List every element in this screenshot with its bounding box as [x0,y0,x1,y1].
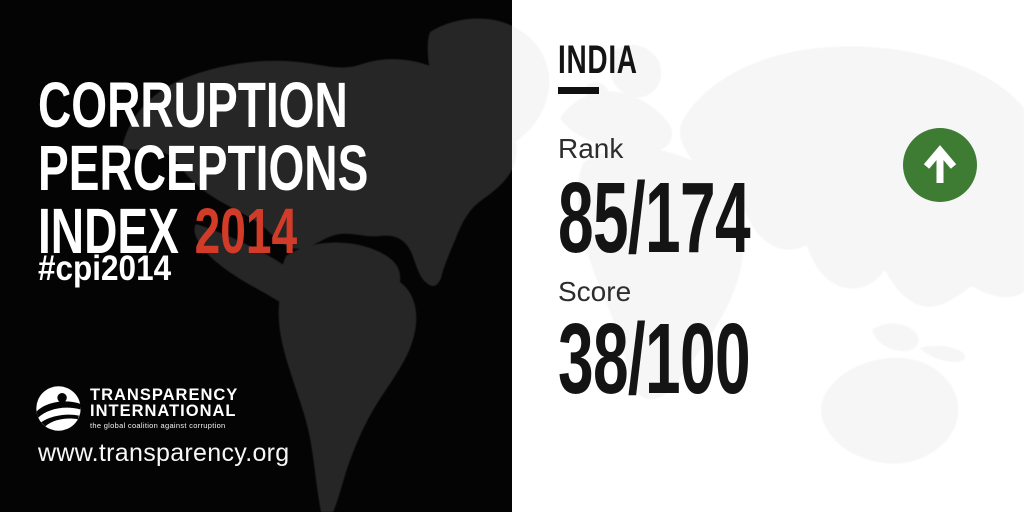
rank-value: 85/174 [558,162,751,274]
ti-globe-icon [36,386,81,431]
transparency-international-logo: TRANSPARENCY INTERNATIONAL the global co… [36,386,238,431]
website-link[interactable]: www.transparency.org [38,439,290,467]
logo-org-line2: INTERNATIONAL [90,401,237,420]
left-panel: CORRUPTION PERCEPTIONS INDEX 2014 #cpi201… [0,0,512,512]
right-panel: INDIA Rank 85/174 Score 38/100 [512,0,1024,512]
score-label: Score [558,276,632,307]
title-index-word: INDEX [38,194,179,267]
country-underline [558,87,599,94]
page-title: CORRUPTION PERCEPTIONS INDEX 2014 [38,68,497,263]
title-line-3: INDEX 2014 [38,199,497,263]
logo-tagline: the global coalition against corruption [90,421,226,430]
title-line-1: CORRUPTION [38,68,348,141]
country-name: INDIA [558,38,638,82]
rank-label: Rank [558,133,624,164]
title-line-2: PERCEPTIONS [38,131,369,204]
trend-up-badge [903,128,977,202]
title-year: 2014 [194,194,298,267]
logo-text: TRANSPARENCY INTERNATIONAL the global co… [90,386,238,430]
logo-org-line1: TRANSPARENCY [90,386,239,404]
hashtag: #cpi2014 [38,249,172,288]
score-value: 38/100 [558,303,751,415]
up-arrow-icon [903,128,977,202]
